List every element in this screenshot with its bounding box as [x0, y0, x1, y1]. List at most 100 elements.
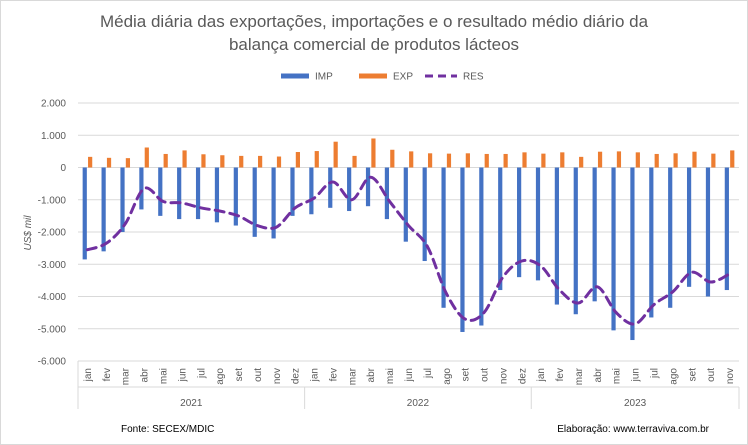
- imp-bar: [611, 167, 616, 331]
- imp-bar: [195, 167, 201, 220]
- imp-bar: [498, 167, 503, 291]
- y-tick-label: -2.000: [38, 228, 67, 239]
- res-line: [85, 175, 732, 326]
- exp-bar: [182, 150, 187, 168]
- x-tick-label: jul: [196, 368, 207, 379]
- imp-bar: [649, 167, 654, 318]
- exp-bar: [465, 153, 470, 168]
- year-label: 2022: [407, 398, 430, 409]
- exp-bar: [484, 153, 489, 168]
- legend-label-imp: IMP: [315, 72, 333, 83]
- x-tick-label: nov: [272, 368, 283, 384]
- imp-bar: [441, 167, 446, 308]
- exp-bar: [201, 154, 206, 168]
- imp-bar: [460, 167, 465, 332]
- x-tick-label: set: [234, 368, 245, 382]
- x-tick-label: jan: [310, 368, 321, 382]
- y-tick-label: 1.000: [41, 131, 66, 142]
- exp-bar: [295, 152, 300, 168]
- year-label: 2023: [624, 398, 647, 409]
- gridlines: [78, 102, 739, 362]
- legend-swatch-exp: [359, 73, 387, 79]
- imp-bar: [139, 167, 144, 210]
- imp-bar: [592, 167, 597, 302]
- imp-bar: [384, 167, 390, 220]
- imp-bar: [668, 167, 673, 308]
- exp-bar: [673, 153, 678, 168]
- imp-bar: [573, 167, 578, 315]
- imp-bar: [101, 167, 106, 252]
- x-tick-label: mar: [574, 367, 585, 385]
- exp-bar: [711, 153, 716, 168]
- exp-bar: [106, 157, 112, 168]
- exp-bar: [88, 156, 93, 168]
- source-note: Fonte: SECEX/MDIC: [121, 424, 214, 435]
- exp-bar: [390, 149, 395, 168]
- x-tick-label: dez: [291, 368, 302, 384]
- year-label: 2021: [180, 398, 203, 409]
- imp-bar: [309, 167, 314, 215]
- x-tick-label: fev: [102, 368, 113, 381]
- exp-bar: [427, 153, 433, 168]
- imp-bar: [724, 167, 729, 291]
- exp-bar: [314, 151, 319, 168]
- x-tick-label: out: [253, 368, 264, 382]
- exp-bar: [163, 153, 168, 168]
- res-series-line: [85, 175, 732, 326]
- x-tick-label: out: [480, 368, 491, 382]
- exp-bar: [579, 156, 584, 168]
- imp-bar: [290, 167, 295, 216]
- exp-bar: [258, 155, 263, 168]
- legend-label-res: RES: [463, 72, 484, 83]
- exp-bar: [276, 156, 282, 168]
- imp-bar: [705, 167, 711, 297]
- chart-title-line-1: Média diária das exportações, importaçõe…: [100, 12, 649, 31]
- x-tick-label: fev: [329, 368, 340, 381]
- x-tick-label: abr: [593, 367, 604, 382]
- x-tick-label: ago: [215, 368, 226, 385]
- imp-bar: [347, 167, 352, 212]
- legend-label-exp: EXP: [393, 72, 413, 83]
- y-tick-label: -3.000: [38, 260, 67, 271]
- exp-bar: [333, 141, 338, 168]
- x-tick-label: jan: [83, 368, 94, 382]
- y-tick-label: -1.000: [38, 195, 67, 206]
- x-tick-label: abr: [140, 367, 151, 382]
- x-tick-label: nov: [725, 368, 736, 384]
- x-tick-label: ago: [668, 368, 679, 385]
- imp-bar: [535, 167, 541, 281]
- y-tick-label: -6.000: [38, 357, 67, 368]
- exp-bar: [352, 155, 357, 168]
- exp-bar: [635, 152, 640, 168]
- y-tick-label: 0: [60, 163, 66, 174]
- imp-bar: [554, 167, 559, 305]
- x-tick-label: jan: [536, 368, 547, 382]
- exp-bar: [125, 158, 131, 168]
- imp-bar: [82, 167, 87, 260]
- imp-bar: [479, 167, 484, 326]
- imp-bar: [403, 167, 408, 242]
- x-tick-label: jul: [650, 368, 661, 379]
- chart-title-line-2: balança comercial de produtos lácteos: [229, 35, 519, 54]
- x-tick-label: jun: [631, 368, 642, 382]
- x-tick-label: set: [687, 368, 698, 382]
- imp-bar: [214, 167, 220, 223]
- x-tick-label: mar: [121, 367, 132, 385]
- credit-note: Elaboração: www.terraviva.com.br: [557, 424, 709, 435]
- exp-bar: [560, 152, 565, 168]
- imp-bar: [517, 167, 522, 278]
- exp-bar: [541, 153, 546, 168]
- imp-bar: [271, 167, 276, 239]
- y-tick-label: -5.000: [38, 324, 67, 335]
- y-tick-label: -4.000: [38, 292, 67, 303]
- exp-bar: [730, 150, 735, 168]
- exp-bar: [239, 155, 244, 168]
- imp-bar: [365, 167, 371, 207]
- y-tick-label: 2.000: [41, 99, 66, 110]
- x-tick-label: mar: [347, 367, 358, 385]
- x-tick-label: jun: [177, 368, 188, 382]
- imp-bar: [177, 167, 182, 220]
- bars: [82, 138, 735, 341]
